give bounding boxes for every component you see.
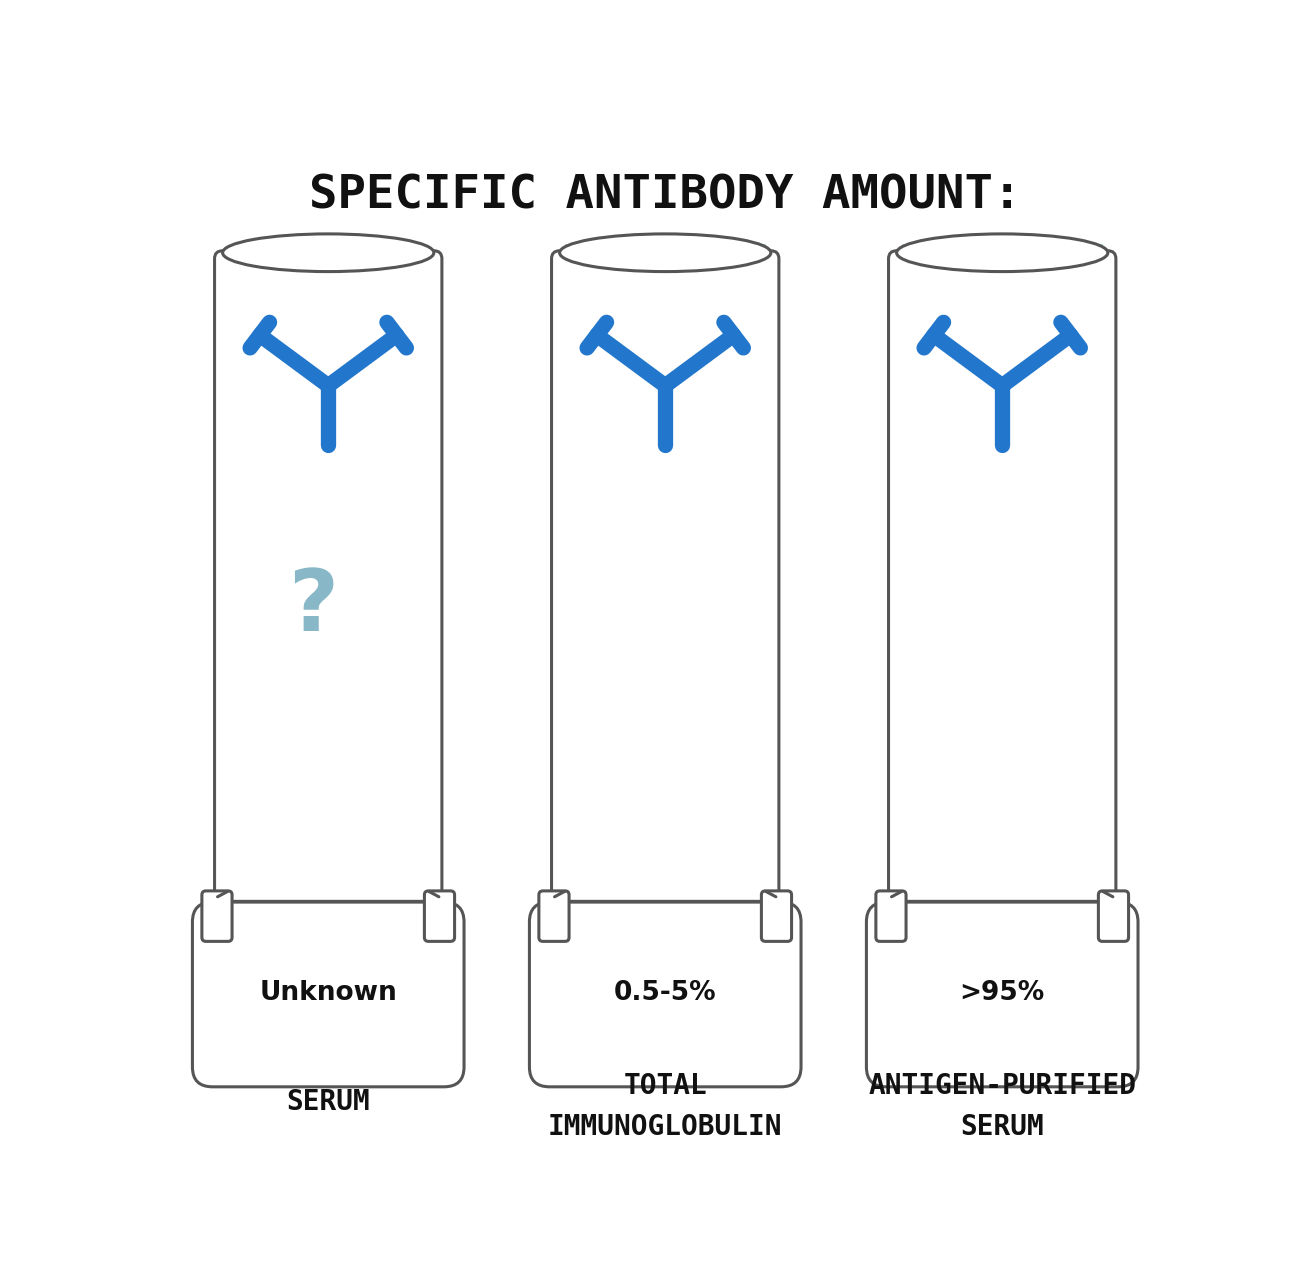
- FancyBboxPatch shape: [530, 902, 801, 1087]
- Text: TOTAL
IMMUNOGLOBULIN: TOTAL IMMUNOGLOBULIN: [548, 1072, 783, 1141]
- FancyBboxPatch shape: [214, 251, 441, 902]
- FancyBboxPatch shape: [424, 891, 454, 942]
- FancyBboxPatch shape: [876, 891, 906, 942]
- Text: Unknown: Unknown: [260, 980, 397, 1006]
- FancyBboxPatch shape: [889, 251, 1116, 902]
- FancyBboxPatch shape: [192, 902, 465, 1087]
- Text: SPECIFIC ANTIBODY AMOUNT:: SPECIFIC ANTIBODY AMOUNT:: [309, 174, 1022, 219]
- Ellipse shape: [559, 234, 771, 272]
- Ellipse shape: [902, 233, 1103, 268]
- Bar: [902, 243, 1103, 753]
- Ellipse shape: [223, 234, 434, 272]
- Ellipse shape: [565, 233, 766, 268]
- Ellipse shape: [897, 234, 1108, 272]
- FancyBboxPatch shape: [552, 251, 779, 902]
- Text: ANTIGEN-PURIFIED
SERUM: ANTIGEN-PURIFIED SERUM: [868, 1072, 1136, 1141]
- Text: >95%: >95%: [959, 980, 1045, 1006]
- Ellipse shape: [565, 287, 766, 313]
- FancyBboxPatch shape: [202, 891, 232, 942]
- FancyBboxPatch shape: [762, 891, 792, 942]
- Text: 0.5-5%: 0.5-5%: [614, 980, 716, 1006]
- FancyBboxPatch shape: [1098, 891, 1128, 942]
- Bar: [565, 243, 766, 300]
- Text: SERUM: SERUM: [287, 1087, 370, 1115]
- FancyBboxPatch shape: [539, 891, 569, 942]
- FancyBboxPatch shape: [867, 902, 1138, 1087]
- Text: ?: ?: [288, 567, 339, 649]
- Ellipse shape: [902, 742, 1103, 766]
